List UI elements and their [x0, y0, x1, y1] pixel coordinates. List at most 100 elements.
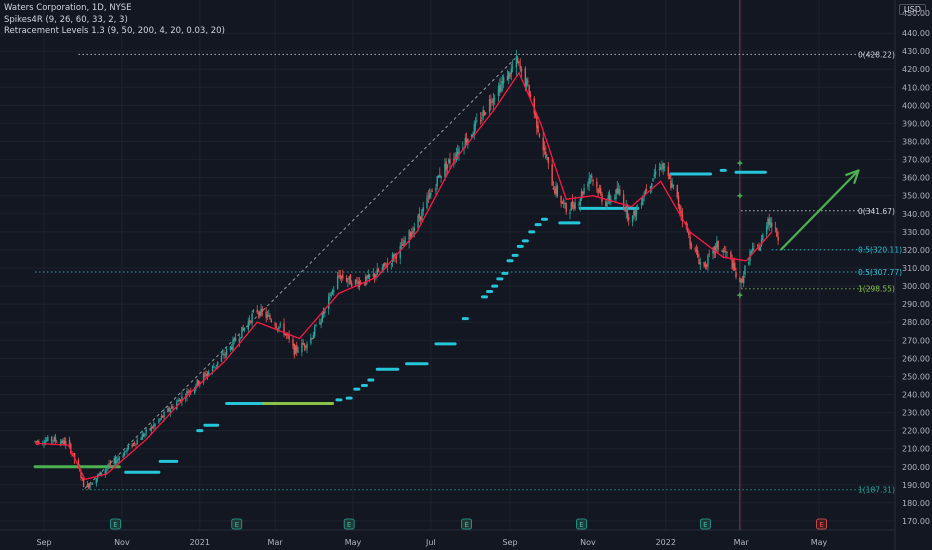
candle-body — [592, 179, 594, 182]
y-tick-label: 360.00 — [902, 174, 930, 183]
candle-body — [597, 188, 599, 194]
candle-body — [90, 483, 92, 485]
candle-body — [294, 346, 297, 354]
candle-body — [448, 159, 450, 163]
y-tick-label: 440.00 — [902, 29, 930, 38]
candle-body — [340, 276, 343, 279]
candle-body — [663, 166, 666, 168]
candle-body — [77, 460, 80, 467]
candle-body — [132, 442, 135, 446]
candle-body — [208, 371, 210, 375]
candle-body — [431, 190, 433, 192]
candle-body — [376, 268, 378, 276]
candle-body — [150, 426, 152, 431]
x-tick-label: 2022 — [656, 538, 676, 547]
candle-body — [686, 227, 689, 233]
candle-body — [365, 276, 367, 286]
x-tick-label: May — [811, 538, 828, 547]
candle-body — [306, 343, 308, 349]
candle-body — [223, 354, 225, 356]
candle-body — [172, 406, 174, 409]
candle-body — [519, 65, 521, 69]
candle-body — [538, 134, 541, 137]
y-tick-label: 290.00 — [902, 300, 930, 309]
candle-body — [758, 247, 760, 251]
candle-body — [238, 339, 241, 343]
candle-body — [735, 272, 737, 278]
candle-body — [589, 175, 592, 177]
x-tick-label: Mar — [268, 538, 284, 547]
candle-body — [73, 453, 76, 460]
candle-body — [225, 349, 228, 356]
y-tick-label: 320.00 — [902, 246, 930, 255]
candle-body — [301, 342, 303, 353]
candle-body — [302, 342, 304, 345]
candle-body — [661, 164, 663, 166]
candle-body — [412, 230, 414, 234]
candle-body — [634, 210, 636, 217]
candle-body — [354, 279, 357, 285]
candle-body — [491, 101, 493, 103]
candle-body — [224, 354, 227, 355]
candle-body — [47, 436, 49, 441]
candle-body — [570, 202, 573, 211]
candle-body — [697, 250, 699, 258]
candle-body — [497, 86, 500, 96]
candle-body — [440, 175, 442, 178]
candle-body — [159, 418, 161, 420]
candle-body — [769, 222, 772, 226]
candle-body — [377, 269, 380, 272]
candle-body — [551, 164, 553, 186]
candle-body — [658, 169, 661, 171]
earnings-marker-label: E — [464, 521, 468, 529]
candle-body — [427, 196, 430, 198]
candle-body — [109, 463, 112, 465]
y-tick-label: 220.00 — [902, 427, 930, 436]
indicator-spikes4r[interactable]: Spikes4R (9, 26, 60, 33, 2, 3) — [4, 14, 128, 25]
candle-body — [178, 400, 181, 402]
candle-body — [349, 274, 352, 285]
signal-cross — [737, 160, 743, 166]
candle-body — [359, 282, 362, 284]
candle-body — [204, 372, 206, 375]
candle-body — [713, 246, 716, 253]
currency-badge[interactable]: USD — [898, 4, 926, 15]
candle-body — [278, 326, 280, 330]
level-label: 0.5(320.11) — [858, 246, 902, 255]
candle-body — [87, 484, 90, 488]
x-tick-label: Nov — [114, 538, 130, 547]
candle-body — [70, 443, 72, 453]
earnings-marker: E — [816, 518, 827, 530]
candle-body — [187, 392, 189, 393]
candle-body — [303, 343, 306, 347]
candle-body — [555, 186, 557, 195]
candle-body — [501, 81, 504, 85]
candle-body — [145, 429, 147, 433]
symbol-title: Waters Corporation, 1D, NYSE — [4, 3, 132, 13]
candle-body — [52, 440, 54, 442]
candle-body — [560, 195, 562, 204]
candle-body — [688, 232, 690, 236]
candle-body — [153, 424, 155, 427]
candle-body — [481, 117, 483, 119]
candle-body — [390, 263, 392, 265]
candle-body — [347, 280, 349, 282]
candle-body — [162, 415, 164, 418]
candle-body — [404, 241, 407, 243]
candle-body — [293, 343, 295, 356]
candle-body — [256, 309, 258, 313]
candle-body — [717, 240, 719, 250]
candle-body — [136, 439, 138, 445]
candle-body — [569, 212, 571, 214]
candle-body — [100, 472, 103, 475]
indicator-retracement-levels[interactable]: Retracement Levels 1.3 (9, 50, 200, 4, 2… — [4, 26, 225, 36]
candle-body — [419, 216, 422, 220]
earnings-marker-box — [576, 518, 587, 530]
candle-body — [133, 442, 136, 444]
candle-body — [98, 474, 100, 476]
candle-body — [324, 308, 326, 313]
moving-average-line — [35, 71, 773, 481]
candle-body — [731, 258, 733, 269]
candle-body — [395, 254, 398, 259]
